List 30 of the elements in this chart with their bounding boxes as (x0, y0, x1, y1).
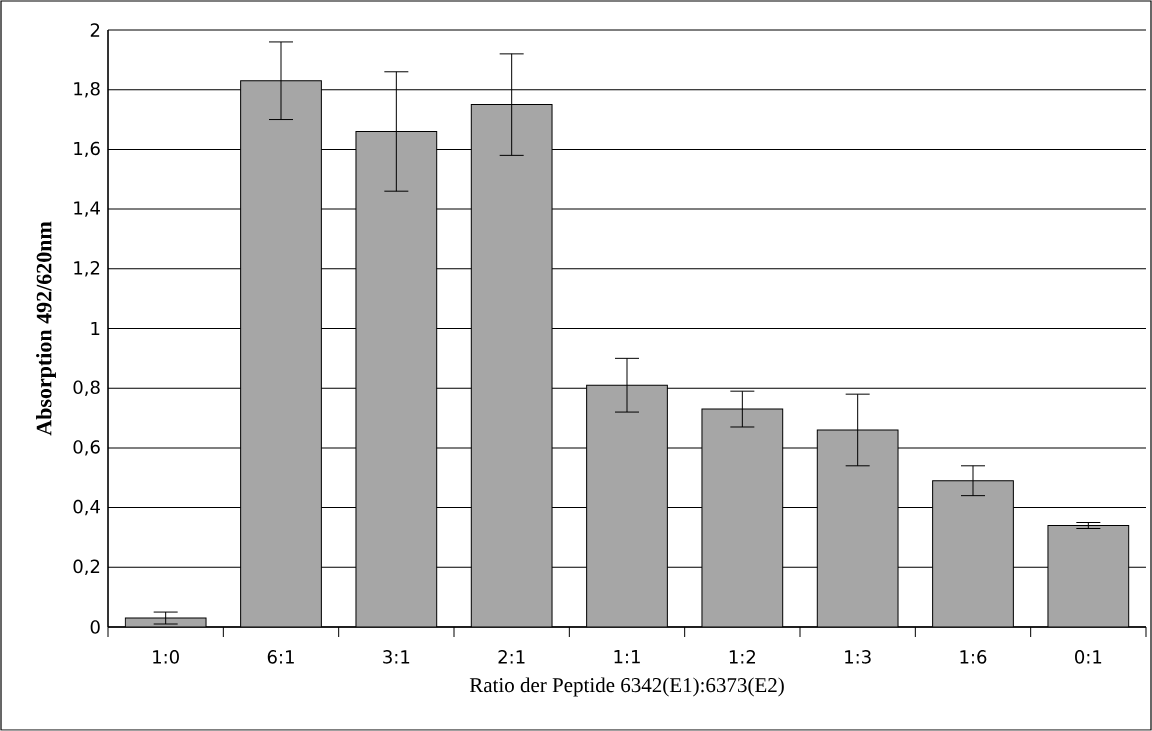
bar (1047, 525, 1130, 627)
bar (816, 429, 899, 627)
y-tick-label: 1,6 (74, 141, 100, 158)
y-tick-label: 0,8 (73, 380, 100, 396)
bar (355, 130, 438, 627)
y-tick-label: 0 (90, 620, 100, 634)
x-tick-label: 3:1 (383, 650, 410, 664)
x-tick-label: 0:1 (1075, 650, 1102, 664)
y-tick-label: 1,4 (74, 201, 100, 217)
x-tick-label: 1:6 (960, 650, 987, 664)
y-tick-label: 1 (91, 321, 100, 336)
y-tick-label: 0,2 (73, 559, 100, 576)
x-tick-label: 2:1 (498, 650, 525, 664)
x-tick-label: 6:1 (267, 650, 294, 664)
y-tick-label: 1,8 (74, 81, 100, 98)
y-tick-label: 2 (90, 23, 100, 37)
bar (470, 104, 553, 627)
bar (240, 80, 322, 627)
x-tick-label: 1:2 (729, 650, 756, 664)
bar (932, 480, 1014, 627)
bar (701, 408, 784, 627)
y-tick-label: 1,2 (74, 261, 100, 277)
x-tick-label: 1:1 (614, 650, 640, 664)
y-tick-label: 0,4 (73, 499, 100, 516)
x-tick-label: 1:3 (845, 650, 871, 664)
y-axis-title: Absorption 492/620nm (36, 221, 56, 436)
x-tick-label: 1:0 (153, 650, 179, 664)
x-axis-title: Ratio der Peptide 6342(E1):6373(E2) (469, 677, 784, 697)
bar (586, 384, 668, 627)
y-tick-label: 0,6 (73, 440, 100, 456)
